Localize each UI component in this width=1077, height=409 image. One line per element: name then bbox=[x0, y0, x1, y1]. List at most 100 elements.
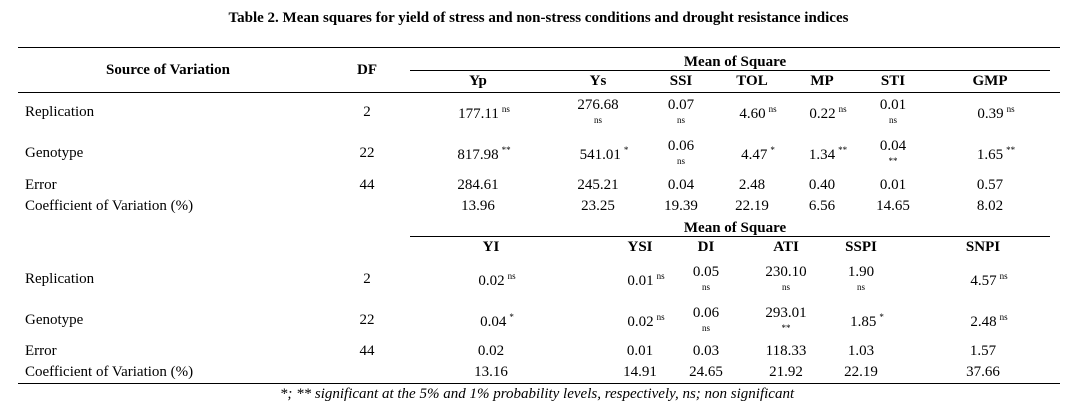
cell: 0.02 ns bbox=[627, 313, 664, 330]
cell-significance: * bbox=[509, 312, 514, 322]
cell-significance: ** bbox=[1006, 145, 1016, 155]
cell-value: 0.07 bbox=[667, 97, 695, 113]
cell: 177.11 ns bbox=[458, 105, 510, 122]
cell-significance: ** bbox=[888, 156, 898, 166]
cell-value: 0.01 bbox=[626, 343, 654, 359]
cell-value: 245.21 bbox=[577, 177, 619, 193]
cell-value: 0.40 bbox=[808, 177, 836, 193]
cell: 4.60 ns bbox=[739, 105, 776, 122]
cell-significance: ns bbox=[701, 282, 711, 292]
cell: 1.34 ** bbox=[809, 146, 847, 163]
title: Table 2. Mean squares for yield of stres… bbox=[228, 10, 849, 26]
cell-value: 0.04 bbox=[480, 314, 507, 330]
cell-significance: ns bbox=[593, 115, 603, 125]
cell-value: 0.02 bbox=[627, 314, 654, 330]
cell-value: 8.02 bbox=[976, 198, 1004, 214]
cell: 0.22 ns bbox=[809, 105, 846, 122]
cell-value: 37.66 bbox=[966, 364, 1000, 380]
cell-value: 2.48 bbox=[738, 177, 766, 193]
cell-value: 541.01 bbox=[579, 147, 621, 163]
column-header: YSI bbox=[627, 239, 653, 255]
cell-significance: * bbox=[623, 145, 629, 155]
cell: 541.01 * bbox=[580, 146, 629, 163]
cell-value: 0.03 bbox=[692, 343, 720, 359]
cell-significance: ns bbox=[781, 282, 791, 292]
cell-significance: * bbox=[879, 312, 884, 322]
cell-significance: ns bbox=[856, 282, 866, 292]
row-df: 44 bbox=[359, 177, 375, 193]
column-header: SNPI bbox=[965, 239, 1001, 255]
cell-value: 1.34 bbox=[808, 147, 836, 163]
cell-value: 0.01 bbox=[879, 97, 907, 113]
rule bbox=[18, 383, 1060, 384]
column-header: YI bbox=[482, 239, 500, 255]
cell-value: 1.65 bbox=[976, 147, 1004, 163]
cell-significance: ** bbox=[781, 323, 791, 333]
cell-value: 0.05 bbox=[692, 264, 720, 280]
row-df: 44 bbox=[359, 343, 375, 359]
column-header: SSI bbox=[669, 73, 693, 89]
cell-significance: ns bbox=[999, 271, 1008, 281]
column-header: ATI bbox=[773, 239, 799, 255]
cell-significance: ** bbox=[838, 145, 848, 155]
cell-value: 0.57 bbox=[976, 177, 1004, 193]
cell-value: 14.91 bbox=[623, 364, 657, 380]
cell: 0.02 ns bbox=[478, 272, 515, 289]
row-df: 22 bbox=[359, 145, 375, 161]
cell-value: 1.90 bbox=[847, 264, 875, 280]
column-header: DI bbox=[697, 239, 715, 255]
cell: 817.98 ** bbox=[457, 146, 510, 163]
header-source: Source of Variation bbox=[106, 62, 230, 78]
cell-value: 118.33 bbox=[765, 343, 807, 359]
cell: 4.57 ns bbox=[970, 272, 1007, 289]
cell-value: 4.60 bbox=[739, 106, 766, 122]
cell-significance: ns bbox=[701, 323, 711, 333]
cell-value: 14.65 bbox=[876, 198, 910, 214]
cell-value: 1.03 bbox=[847, 343, 875, 359]
cell-value: 817.98 bbox=[457, 147, 499, 163]
cell-value: 4.47 bbox=[741, 147, 768, 163]
cell-value: 6.56 bbox=[808, 198, 836, 214]
cell-value: 0.06 bbox=[667, 138, 695, 154]
column-header: Ys bbox=[589, 73, 607, 89]
row-label: Replication bbox=[25, 104, 95, 120]
cell-value: 293.01 bbox=[765, 305, 807, 321]
cell-significance: ns bbox=[768, 104, 777, 114]
cell-value: 24.65 bbox=[689, 364, 723, 380]
cell-value: 0.02 bbox=[477, 343, 505, 359]
cell-value: 13.16 bbox=[474, 364, 508, 380]
cell-value: 0.04 bbox=[667, 177, 695, 193]
cell-significance: ns bbox=[656, 271, 665, 281]
column-header: Yp bbox=[469, 73, 487, 89]
cell-value: 0.01 bbox=[627, 273, 654, 289]
header-group: Mean of Square bbox=[683, 54, 787, 70]
cell: 0.39 ns bbox=[977, 105, 1014, 122]
cell-significance: ns bbox=[838, 104, 847, 114]
rule bbox=[18, 92, 1060, 93]
cell: 1.65 ** bbox=[977, 146, 1015, 163]
cell-value: 13.96 bbox=[461, 198, 495, 214]
column-header: STI bbox=[880, 73, 906, 89]
cell-value: 19.39 bbox=[664, 198, 698, 214]
row-label: Genotype bbox=[25, 145, 84, 161]
column-header: GMP bbox=[972, 73, 1008, 89]
row-df: 2 bbox=[363, 271, 371, 287]
rule bbox=[410, 70, 1050, 71]
cell-value: 284.61 bbox=[457, 177, 499, 193]
row-label: Genotype bbox=[25, 312, 84, 328]
cell-significance: ns bbox=[676, 156, 686, 166]
cell-value: 23.25 bbox=[581, 198, 615, 214]
cell: 0.04 * bbox=[480, 313, 514, 330]
row-label: Error bbox=[25, 343, 57, 359]
rule bbox=[18, 47, 1060, 48]
cell-value: 177.11 bbox=[458, 106, 499, 122]
cell-value: 22.19 bbox=[844, 364, 878, 380]
cell-value: 276.68 bbox=[577, 97, 619, 113]
cell: 4.47 * bbox=[741, 146, 775, 163]
row-label: Coefficient of Variation (%) bbox=[25, 364, 194, 380]
row-label: Coefficient of Variation (%) bbox=[25, 198, 194, 214]
cell-significance: ns bbox=[507, 271, 516, 281]
cell-significance: ** bbox=[501, 145, 511, 155]
cell-value: 0.22 bbox=[809, 106, 836, 122]
